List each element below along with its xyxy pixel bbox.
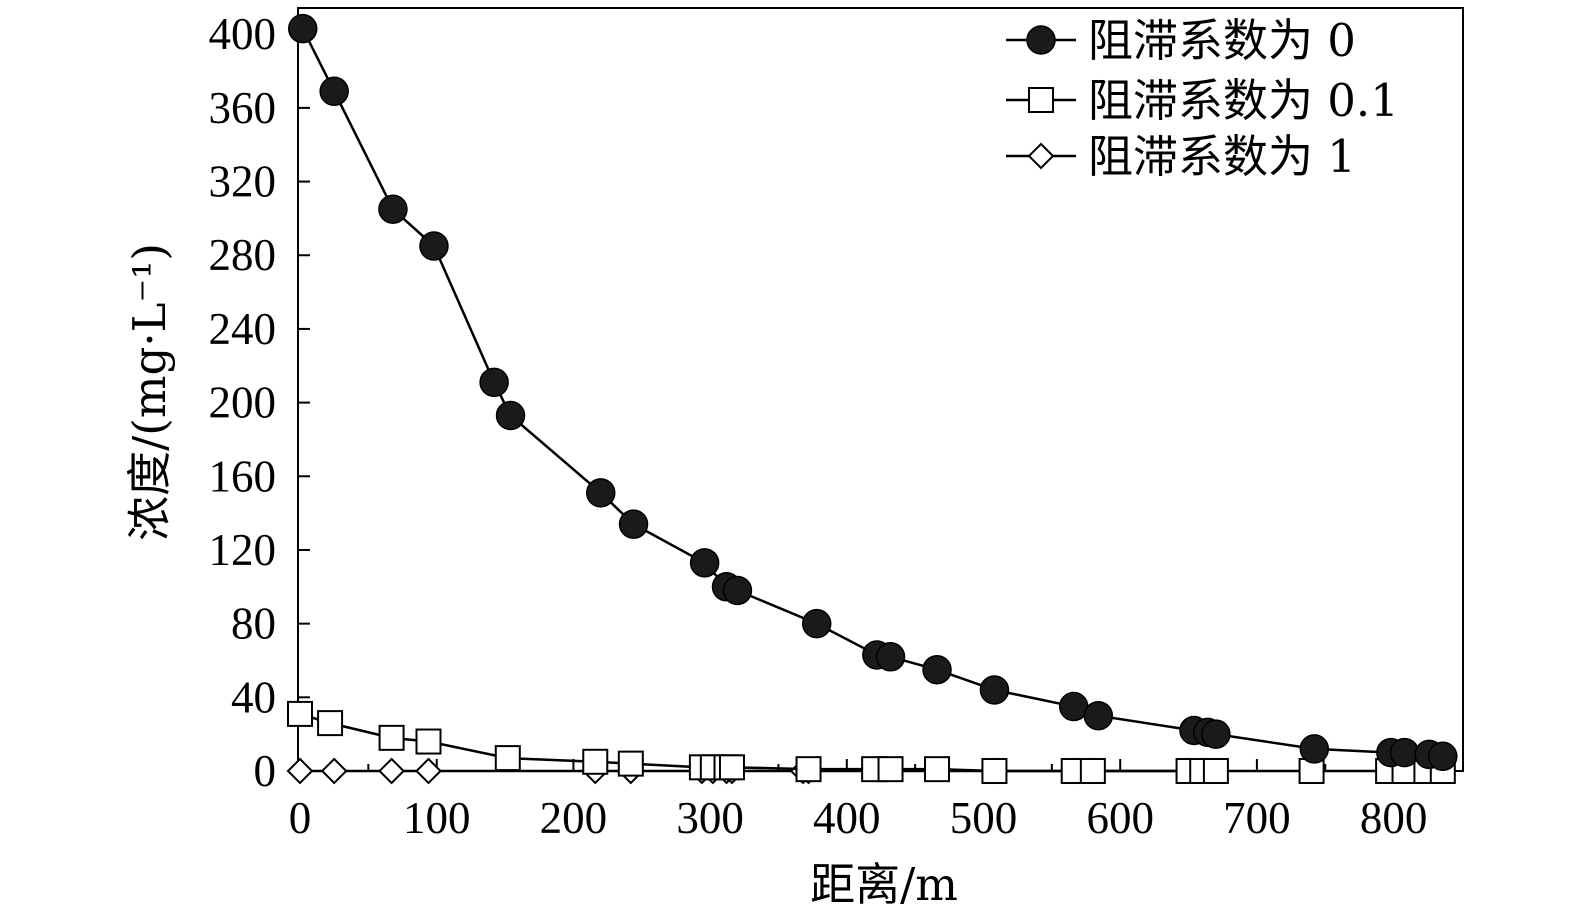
data-point	[320, 757, 348, 785]
data-point	[981, 758, 1008, 784]
data-point	[877, 756, 904, 783]
data-point	[286, 757, 314, 785]
series-0	[287, 13, 1458, 772]
data-point	[419, 231, 449, 261]
data-point	[1428, 741, 1458, 772]
data-point	[1299, 734, 1330, 764]
data-point	[1201, 719, 1231, 749]
legend-label: 阻滞系数为 0.1	[1088, 74, 1399, 127]
data-point	[319, 76, 349, 107]
data-point	[1202, 758, 1229, 784]
data-point	[617, 750, 644, 777]
data-point	[722, 575, 753, 606]
y-tick-label: 400	[209, 9, 277, 59]
y-tick-label: 40	[231, 672, 276, 722]
data-point	[582, 748, 609, 775]
data-point	[287, 700, 313, 727]
y-tick-label: 360	[209, 83, 277, 133]
x-tick-label: 100	[403, 793, 471, 843]
y-tick-label: 80	[231, 599, 276, 649]
series-layer	[286, 13, 1458, 785]
x-tick-label: 800	[1360, 793, 1428, 843]
x-tick-label: 500	[950, 793, 1018, 843]
x-tick-label: 200	[540, 793, 608, 843]
data-point	[875, 642, 906, 672]
x-tick-label: 0	[289, 793, 312, 843]
data-point	[287, 13, 318, 44]
legend-marker	[1027, 142, 1055, 170]
y-tick-label: 160	[209, 451, 277, 501]
data-point	[1058, 691, 1089, 722]
x-tick-label: 600	[1086, 793, 1154, 843]
x-axis-title: 距离/m	[810, 858, 958, 911]
data-point	[378, 194, 408, 224]
data-point	[795, 756, 822, 783]
y-tick-label: 320	[209, 157, 277, 207]
x-tick-label: 300	[676, 793, 744, 843]
y-tick-label: 280	[209, 230, 277, 280]
y-tick-label: 120	[209, 525, 277, 575]
data-point	[1389, 737, 1420, 768]
data-point	[378, 724, 405, 751]
data-point	[479, 367, 509, 398]
x-tick-label: 400	[813, 793, 881, 843]
data-point	[415, 728, 442, 755]
y-tick-label: 0	[254, 746, 277, 796]
data-point	[585, 478, 616, 508]
x-axis-ticks: 0 100 200 300 400 500 600 700 800	[289, 759, 1428, 843]
data-point	[317, 710, 344, 737]
data-point	[1083, 700, 1114, 731]
data-point	[922, 654, 952, 685]
data-point	[689, 548, 720, 578]
legend-label: 阻滞系数为 0	[1088, 14, 1356, 67]
data-point	[494, 745, 521, 772]
data-point	[378, 757, 406, 785]
data-point	[1079, 758, 1106, 784]
data-point	[618, 509, 649, 539]
y-axis-title: 浓度/(mg·L⁻¹)	[123, 243, 176, 541]
legend-marker	[1028, 87, 1054, 113]
y-axis-ticks: 0 40 80 120 160 200 240 280 320 360 400	[209, 9, 310, 796]
data-point	[718, 754, 745, 781]
data-point	[924, 756, 951, 783]
legend-marker	[1026, 25, 1056, 55]
series-1	[287, 700, 1456, 784]
data-point	[415, 757, 442, 785]
data-point	[979, 675, 1010, 705]
data-point	[801, 608, 832, 639]
y-tick-label: 200	[209, 378, 277, 428]
data-point	[495, 400, 526, 431]
x-tick-label: 700	[1223, 793, 1291, 843]
legend-label: 阻滞系数为 1	[1088, 130, 1356, 183]
y-tick-label: 240	[209, 304, 277, 354]
